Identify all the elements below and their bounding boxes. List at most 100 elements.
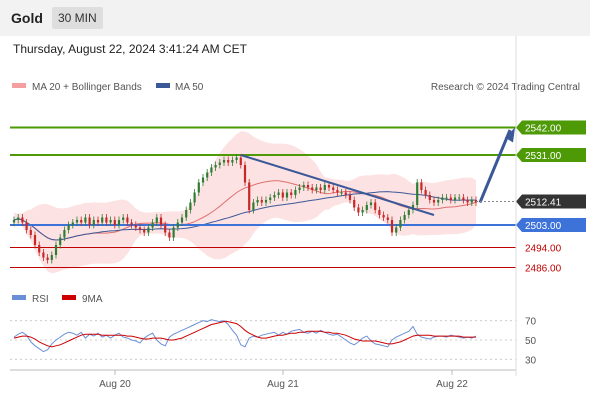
candle-body xyxy=(386,217,389,220)
candle-body xyxy=(239,157,242,165)
candle-body xyxy=(264,200,268,203)
candle-body xyxy=(17,217,20,220)
trend-line xyxy=(240,154,435,216)
level-tag-2503.00 xyxy=(516,218,586,232)
current-price-label: 2512.41 xyxy=(525,197,562,208)
candle-body xyxy=(407,210,410,215)
rsi-legend-swatch xyxy=(12,295,26,300)
rsi-tick-50: 50 xyxy=(525,336,537,347)
rsi-ma-line xyxy=(13,321,476,348)
candle-body xyxy=(441,197,444,200)
candle-body xyxy=(298,187,301,190)
rsi-line xyxy=(13,319,477,353)
candle-body xyxy=(323,185,326,190)
candle-body xyxy=(197,182,200,193)
candle-body xyxy=(390,220,394,233)
candle-body xyxy=(172,227,175,238)
candle-body xyxy=(117,220,121,225)
level-tag-2542.00 xyxy=(516,120,586,135)
candle-body xyxy=(71,222,74,225)
candle-body xyxy=(63,230,66,238)
x-tick-label-1: Aug 21 xyxy=(267,379,299,390)
timeframe-badge[interactable]: 30 MIN xyxy=(52,7,103,29)
candle-body xyxy=(38,245,41,253)
candle-body xyxy=(168,232,171,238)
candle-body xyxy=(176,222,179,228)
candle-body xyxy=(285,192,289,198)
candle-body xyxy=(218,162,221,165)
candle-body xyxy=(306,185,310,188)
candle-body xyxy=(336,190,339,193)
candle-body xyxy=(143,230,146,233)
candle-body xyxy=(164,225,167,233)
candle-body xyxy=(80,220,83,223)
ma50-line xyxy=(13,191,477,241)
candle-body xyxy=(344,192,347,195)
candle-body xyxy=(458,197,461,199)
candle-body xyxy=(147,227,150,233)
candle-body xyxy=(403,215,406,220)
candle-body xyxy=(159,217,163,225)
candle-body xyxy=(374,202,377,210)
candle-body xyxy=(67,225,70,230)
rsi-legend-label: RSI xyxy=(32,294,49,305)
candle-body xyxy=(340,192,343,194)
level-label-2503.00: 2503.00 xyxy=(525,221,562,232)
candle-body xyxy=(395,227,398,233)
candle-body xyxy=(227,160,230,163)
candle-body xyxy=(378,210,381,215)
level-label-2486.00: 2486.00 xyxy=(525,264,562,275)
candle-body xyxy=(369,202,373,205)
candle-body xyxy=(96,220,100,223)
candle-body xyxy=(365,205,368,210)
candle-body xyxy=(193,192,196,203)
candle-body xyxy=(260,200,263,203)
candle-body xyxy=(252,202,255,210)
level-label-2531.00: 2531.00 xyxy=(525,151,562,162)
instrument-title: Gold xyxy=(11,10,43,26)
candle-body xyxy=(214,165,217,168)
candle-body xyxy=(33,235,37,245)
candle-body xyxy=(59,237,62,245)
candle-body xyxy=(420,182,423,190)
ma20-legend-swatch xyxy=(12,83,26,88)
candle-body xyxy=(470,200,473,203)
candle-body xyxy=(109,220,112,223)
candle-body xyxy=(382,215,385,218)
candle-body xyxy=(277,192,280,195)
candle-body xyxy=(281,192,284,198)
candle-body xyxy=(180,217,184,223)
level-label-2494.00: 2494.00 xyxy=(525,244,562,255)
candle-body xyxy=(453,197,457,200)
forecast-arrow-shaft xyxy=(478,129,512,204)
candle-body xyxy=(185,210,188,218)
candle-body xyxy=(222,160,226,163)
candle-body xyxy=(348,195,352,200)
candle-body xyxy=(50,255,53,260)
candle-body xyxy=(54,245,58,255)
candle-body xyxy=(424,190,427,195)
rsi-ma-legend-swatch xyxy=(62,295,76,300)
ma20-legend-label: MA 20 + Bollinger Bands xyxy=(32,82,142,93)
candle-body xyxy=(353,200,356,208)
candle-body xyxy=(327,185,331,188)
x-tick-label-0: Aug 20 xyxy=(99,379,131,390)
candle-body xyxy=(25,222,28,230)
forecast-arrow-head xyxy=(505,127,515,143)
candle-body xyxy=(46,257,49,260)
candle-body xyxy=(428,195,431,200)
timestamp: Thursday, August 22, 2024 3:41:24 AM CET xyxy=(13,42,247,56)
ma50-legend-label: MA 50 xyxy=(175,82,204,93)
candle-body xyxy=(361,210,364,213)
candle-body xyxy=(437,200,440,203)
candle-body xyxy=(126,217,129,223)
candle-body xyxy=(399,220,402,228)
candle-body xyxy=(445,197,448,199)
candle-body xyxy=(101,217,104,223)
level-tag-2531.00 xyxy=(516,148,586,162)
candle-body xyxy=(248,182,251,210)
candle-body xyxy=(416,182,419,205)
candle-body xyxy=(462,197,465,200)
candle-body xyxy=(256,200,259,203)
ma50-legend-swatch xyxy=(156,83,170,88)
